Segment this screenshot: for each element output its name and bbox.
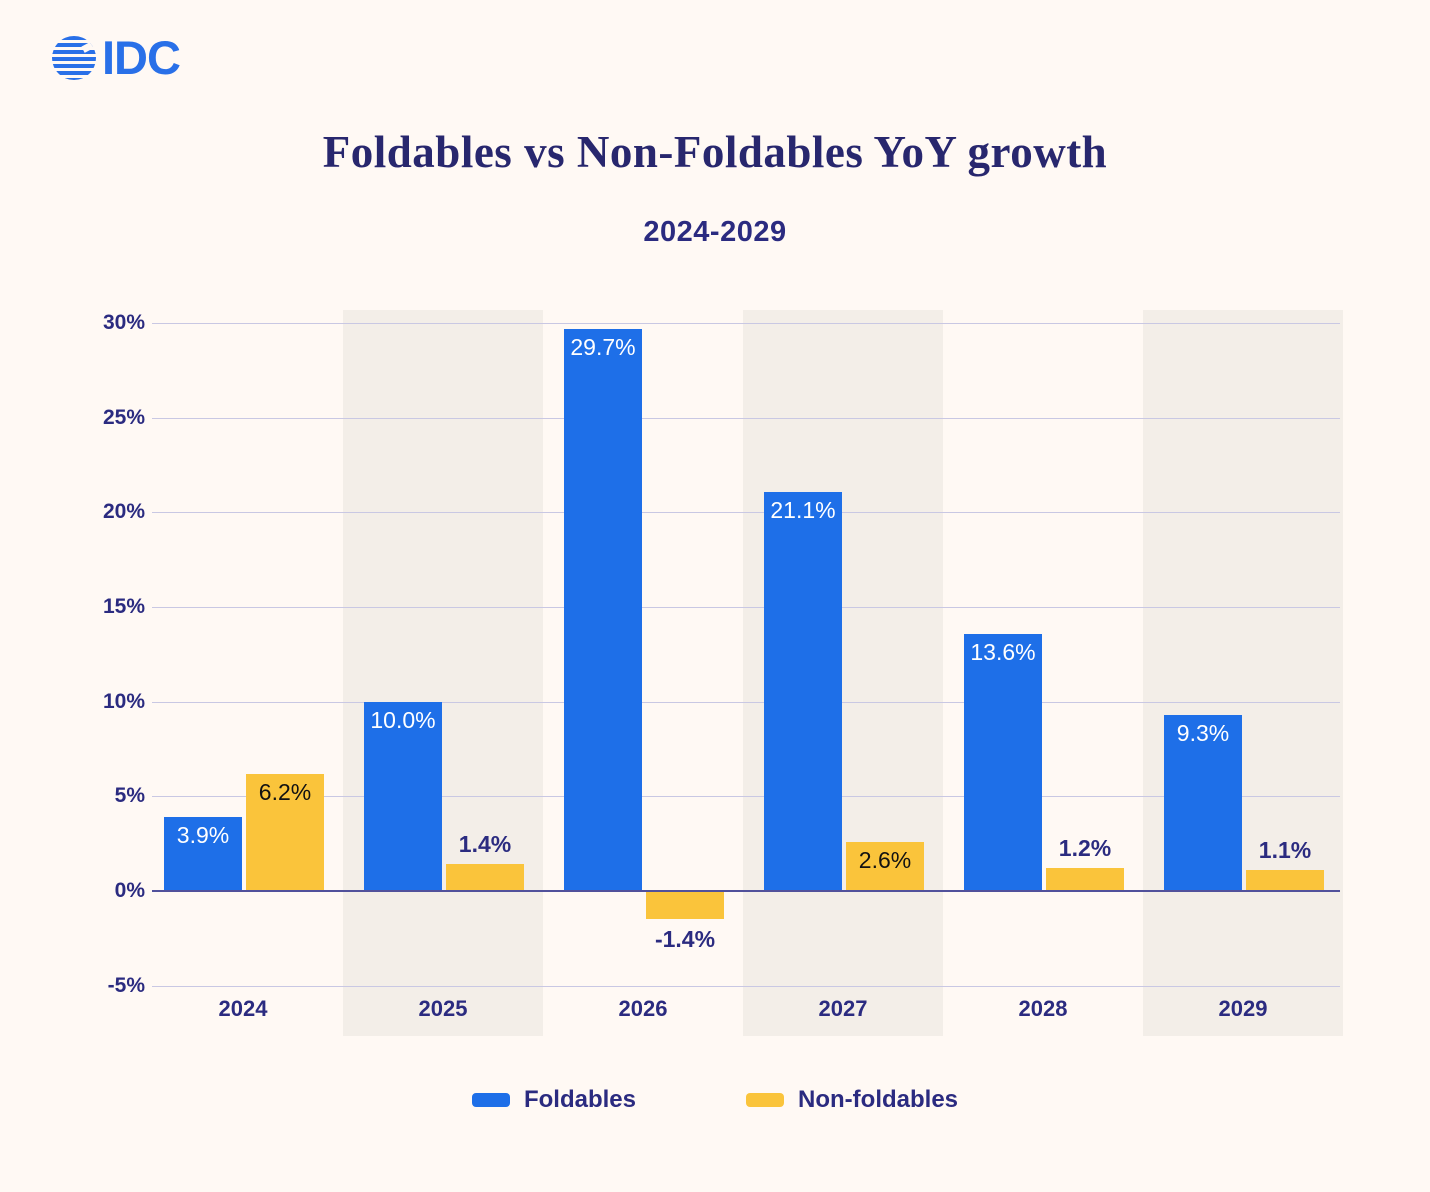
bar-value-label: 3.9% xyxy=(176,822,230,849)
x-axis-label-2026: 2026 xyxy=(618,996,668,1021)
y-axis-tick-label: 30% xyxy=(102,311,145,335)
y-axis-tick-label: 15% xyxy=(102,595,145,619)
column-stripe-2029 xyxy=(1143,310,1343,1036)
bar-value-label: 10.0% xyxy=(370,706,436,733)
bar-non-foldables-2028 xyxy=(1046,868,1124,891)
bar-non-foldables-2024: 6.2% xyxy=(246,773,324,891)
zero-baseline xyxy=(152,890,1340,892)
y-axis-tick-label: 10% xyxy=(102,689,145,713)
gridline-30% xyxy=(152,323,1340,325)
bar-value-label: 1.2% xyxy=(1058,835,1112,862)
bar-value-label: 1.4% xyxy=(458,831,512,858)
x-axis-label-2025: 2025 xyxy=(418,996,468,1021)
gridline-5% xyxy=(152,796,1340,798)
bar-non-foldables-2025 xyxy=(446,864,524,891)
bar-value-label: 21.1% xyxy=(770,496,836,523)
idc-globe-icon xyxy=(52,36,96,80)
legend-label: Non-foldables xyxy=(798,1086,959,1113)
x-axis-label-2028: 2028 xyxy=(1018,996,1068,1021)
bar-value-label: 13.6% xyxy=(970,638,1036,665)
legend-label: Foldables xyxy=(523,1086,637,1113)
bar-non-foldables-2026 xyxy=(646,892,724,919)
bar-foldables-2027: 21.1% xyxy=(764,491,842,891)
x-axis-label-2024: 2024 xyxy=(218,996,268,1021)
idc-logo-text: IDC xyxy=(102,31,181,84)
chart-title: Foldables vs Non-Foldables YoY growth xyxy=(322,127,1108,177)
gridline-10% xyxy=(152,701,1340,703)
bar-value-label: 29.7% xyxy=(570,333,636,360)
legend-swatch-icon xyxy=(746,1093,785,1107)
gridline-25% xyxy=(152,417,1340,419)
column-stripe-2025 xyxy=(343,310,543,1036)
gridline-15% xyxy=(152,607,1340,609)
y-axis-tick-label: -5% xyxy=(107,973,145,997)
gridline-20% xyxy=(152,512,1340,514)
bar-value-label: 1.1% xyxy=(1258,837,1312,864)
bar-value-label: -1.4% xyxy=(654,925,716,952)
bar-foldables-2025: 10.0% xyxy=(364,701,442,891)
bar-value-label: 6.2% xyxy=(258,778,312,805)
bar-non-foldables-2029 xyxy=(1246,870,1324,891)
bar-value-label: 9.3% xyxy=(1176,719,1230,746)
idc-logo: IDC xyxy=(52,31,181,84)
legend-item-foldables: Foldables xyxy=(471,1086,637,1114)
bar-non-foldables-2027: 2.6% xyxy=(846,841,924,891)
y-axis-tick-label: 5% xyxy=(114,784,145,808)
y-axis-tick-label: 20% xyxy=(102,500,145,524)
bar-foldables-2026: 29.7% xyxy=(564,328,642,891)
chart-legend: Foldables Non-foldables xyxy=(0,1086,1430,1114)
bar-foldables-2024: 3.9% xyxy=(164,817,242,891)
bar-value-label: 2.6% xyxy=(858,846,912,873)
y-axis-tick-label: 0% xyxy=(114,879,145,902)
y-axis-tick-label: 25% xyxy=(102,405,145,429)
x-axis-label-2027: 2027 xyxy=(818,996,868,1021)
bar-foldables-2028: 13.6% xyxy=(964,633,1042,891)
bar-foldables-2029: 9.3% xyxy=(1164,714,1242,891)
legend-swatch-icon xyxy=(471,1093,510,1107)
gridline--5% xyxy=(152,985,1340,987)
x-axis-label-2029: 2029 xyxy=(1218,996,1268,1021)
legend-item-non-foldables: Non-foldables xyxy=(746,1086,958,1114)
chart-subtitle: 2024-2029 xyxy=(643,216,787,248)
